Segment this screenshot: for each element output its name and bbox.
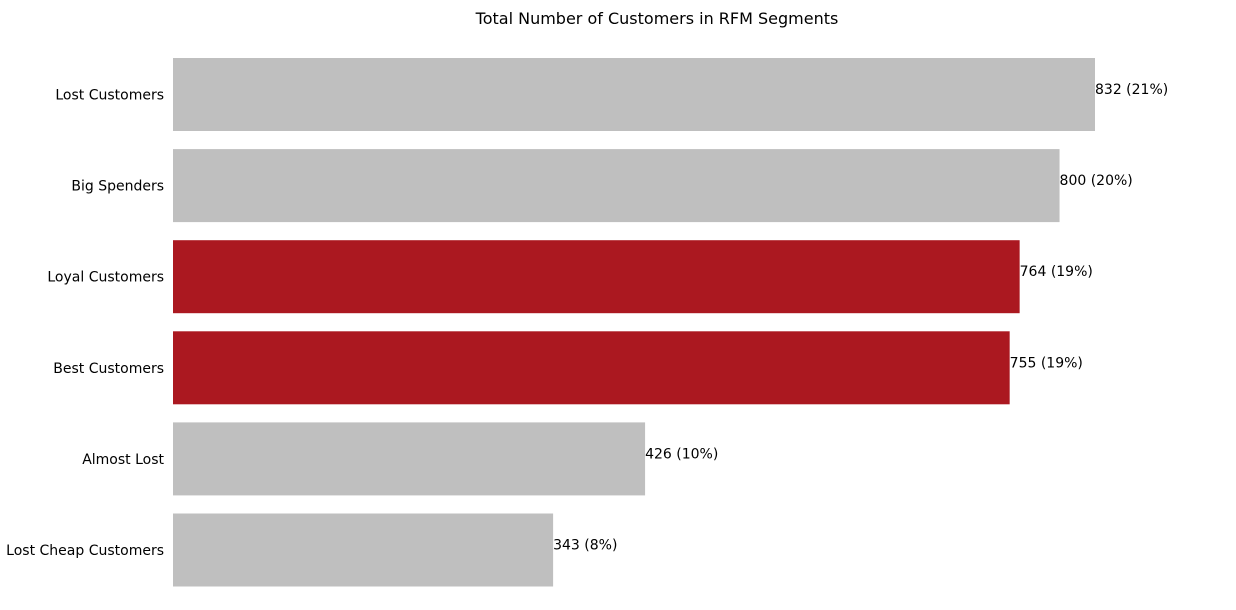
category-label: Loyal Customers	[47, 270, 164, 286]
category-label: Big Spenders	[71, 179, 164, 195]
bar-almost-lost	[173, 422, 646, 496]
bar-lost-customers	[173, 58, 1095, 131]
bar-loyal-customers	[173, 240, 1020, 314]
category-label: Best Customers	[53, 361, 164, 377]
data-label: 755 (19%)	[1010, 355, 1083, 371]
data-label: 764 (19%)	[1020, 264, 1093, 280]
bar-big-spenders	[173, 149, 1060, 223]
category-label: Lost Customers	[55, 88, 164, 104]
chart-title: Total Number of Customers in RFM Segment…	[475, 9, 839, 28]
bars-group	[173, 58, 1095, 587]
category-label: Lost Cheap Customers	[6, 543, 164, 559]
data-labels-group: 832 (21%) 800 (20%) 764 (19%) 755 (19%) 426 …	[553, 82, 1168, 554]
data-label: 832 (21%)	[1095, 82, 1168, 98]
data-label: 800 (20%)	[1060, 173, 1133, 189]
bar-best-customers	[173, 331, 1010, 405]
bar-lost-cheap-customers	[173, 513, 554, 587]
category-label: Almost Lost	[82, 452, 164, 468]
data-label: 426 (10%)	[645, 446, 718, 462]
category-labels-group: Lost Customers Big Spenders Loyal Customer…	[6, 88, 164, 560]
data-label: 343 (8%)	[553, 538, 617, 554]
